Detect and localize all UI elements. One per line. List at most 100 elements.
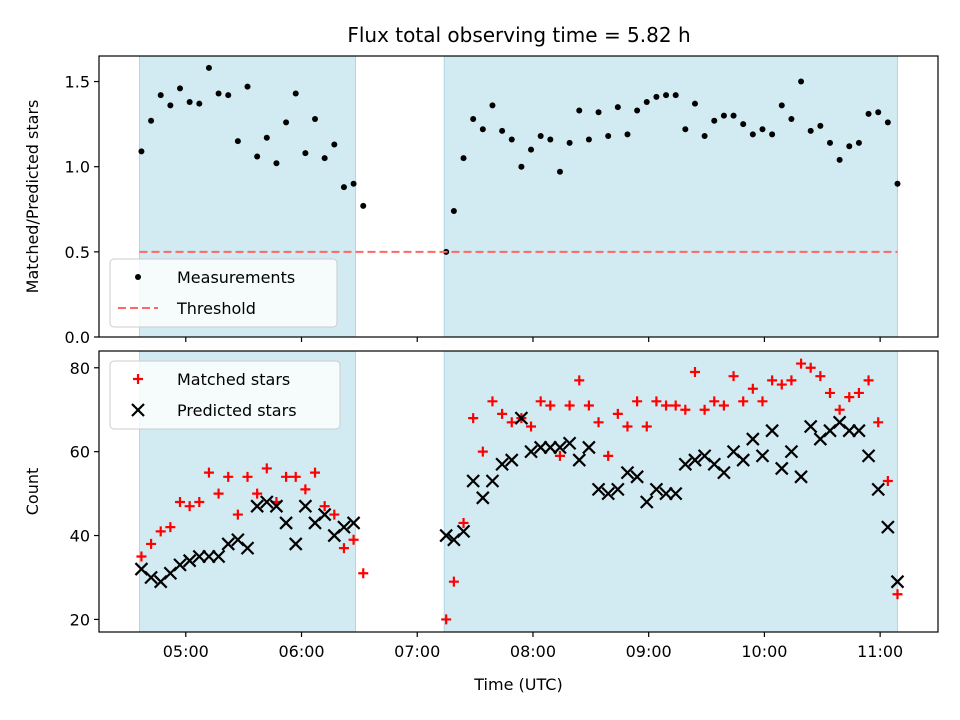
data-point: [582, 440, 596, 455]
data-point: [148, 117, 155, 124]
data-point: [892, 589, 903, 600]
data-point: [601, 486, 615, 501]
data-point: [288, 537, 303, 551]
data-point: [653, 93, 660, 100]
data-point: [894, 180, 901, 187]
x-tick-label: 07:00: [394, 642, 440, 661]
data-point: [717, 465, 731, 480]
data-point: [853, 387, 864, 398]
data-point: [499, 127, 506, 134]
data-point: [312, 116, 319, 123]
data-point: [545, 400, 556, 411]
data-point: [815, 371, 826, 382]
data-point: [834, 404, 845, 415]
data-point: [574, 375, 585, 386]
data-point: [535, 396, 546, 407]
data-point: [317, 507, 332, 522]
data-point: [458, 517, 469, 528]
data-point: [479, 126, 486, 133]
y-axis-label: Matched/Predicted stars: [23, 100, 42, 294]
data-point: [155, 526, 166, 537]
data-point: [337, 520, 351, 534]
top-panel: 0.0 0.5 1.0 1.5 Matched/Predicted stars Measu…: [23, 55, 939, 347]
x-tick-label: 10:00: [741, 642, 787, 661]
data-point: [300, 484, 311, 495]
data-point: [852, 423, 866, 438]
data-point: [205, 64, 212, 71]
data-point: [192, 549, 207, 564]
data-point: [202, 549, 216, 564]
data-point: [221, 537, 236, 551]
data-point: [340, 184, 347, 191]
data-point: [514, 411, 529, 425]
data-point: [680, 404, 691, 415]
y-tick-label: 80: [70, 359, 90, 378]
data-point: [456, 524, 471, 539]
data-point: [319, 501, 330, 512]
data-point: [269, 499, 284, 513]
data-point: [603, 450, 614, 461]
data-point: [470, 116, 477, 123]
data-point: [184, 501, 195, 512]
data-point: [302, 150, 309, 157]
data-point: [639, 495, 654, 509]
data-point: [279, 516, 293, 530]
data-point: [663, 92, 670, 99]
data-point: [526, 421, 537, 432]
data-point: [699, 404, 710, 415]
x-tick-label: 06:00: [278, 642, 324, 661]
data-point: [186, 98, 193, 105]
data-point: [533, 440, 548, 455]
data-point: [292, 90, 299, 97]
data-point: [348, 534, 359, 545]
legend-label: Matched stars: [177, 370, 290, 389]
chart-title: Flux total observing time = 5.82 h: [347, 23, 690, 47]
data-point: [252, 488, 263, 499]
data-point: [769, 131, 776, 138]
legend-label: Threshold: [176, 299, 256, 318]
data-point: [338, 543, 349, 554]
legend-marker: [131, 403, 145, 417]
data-point: [651, 396, 662, 407]
data-point: [136, 551, 147, 562]
data-point: [794, 470, 808, 484]
data-point: [622, 421, 633, 432]
x-tick-label: 09:00: [626, 642, 672, 661]
data-point: [757, 396, 768, 407]
axes-frame: [98, 55, 939, 338]
data-point: [524, 444, 538, 459]
data-point: [576, 107, 583, 114]
data-point: [688, 453, 702, 467]
data-point: [661, 400, 672, 411]
legend-label: Measurements: [177, 268, 295, 287]
data-point: [146, 538, 157, 549]
data-point: [863, 375, 874, 386]
data-point: [331, 141, 338, 148]
data-point: [861, 449, 876, 463]
data-point: [803, 419, 818, 434]
data-point: [290, 471, 301, 482]
data-point: [641, 421, 652, 432]
data-point: [678, 457, 693, 472]
data-point: [547, 136, 554, 143]
data-point: [144, 570, 158, 585]
data-point: [632, 396, 643, 407]
data-point: [755, 449, 770, 463]
y-tick-label: 40: [70, 527, 90, 546]
data-point: [495, 457, 509, 472]
data-point: [254, 153, 261, 160]
data-point: [842, 423, 857, 438]
data-point: [817, 122, 824, 129]
data-point: [321, 155, 328, 162]
x-tick-label: 05:00: [163, 642, 209, 661]
data-point: [882, 476, 893, 487]
data-point: [728, 371, 739, 382]
y-tick-label: 1.5: [65, 73, 90, 92]
data-point: [562, 436, 577, 451]
data-point: [298, 499, 313, 513]
data-point: [175, 496, 186, 507]
data-point: [682, 126, 689, 133]
data-point: [537, 133, 544, 140]
data-point: [844, 392, 855, 403]
data-point: [689, 366, 700, 377]
